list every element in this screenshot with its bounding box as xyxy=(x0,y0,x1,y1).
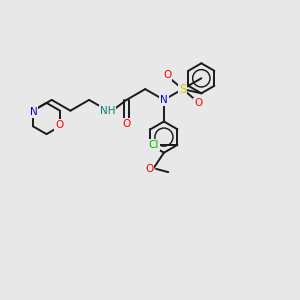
Text: O: O xyxy=(55,120,64,130)
Text: Cl: Cl xyxy=(148,140,159,150)
Text: O: O xyxy=(122,118,130,129)
Text: N: N xyxy=(160,95,168,105)
Text: S: S xyxy=(179,82,186,96)
Text: O: O xyxy=(163,70,171,80)
Text: N: N xyxy=(30,107,38,117)
Text: NH: NH xyxy=(100,106,116,116)
Text: O: O xyxy=(194,98,202,108)
Text: O: O xyxy=(146,164,154,174)
